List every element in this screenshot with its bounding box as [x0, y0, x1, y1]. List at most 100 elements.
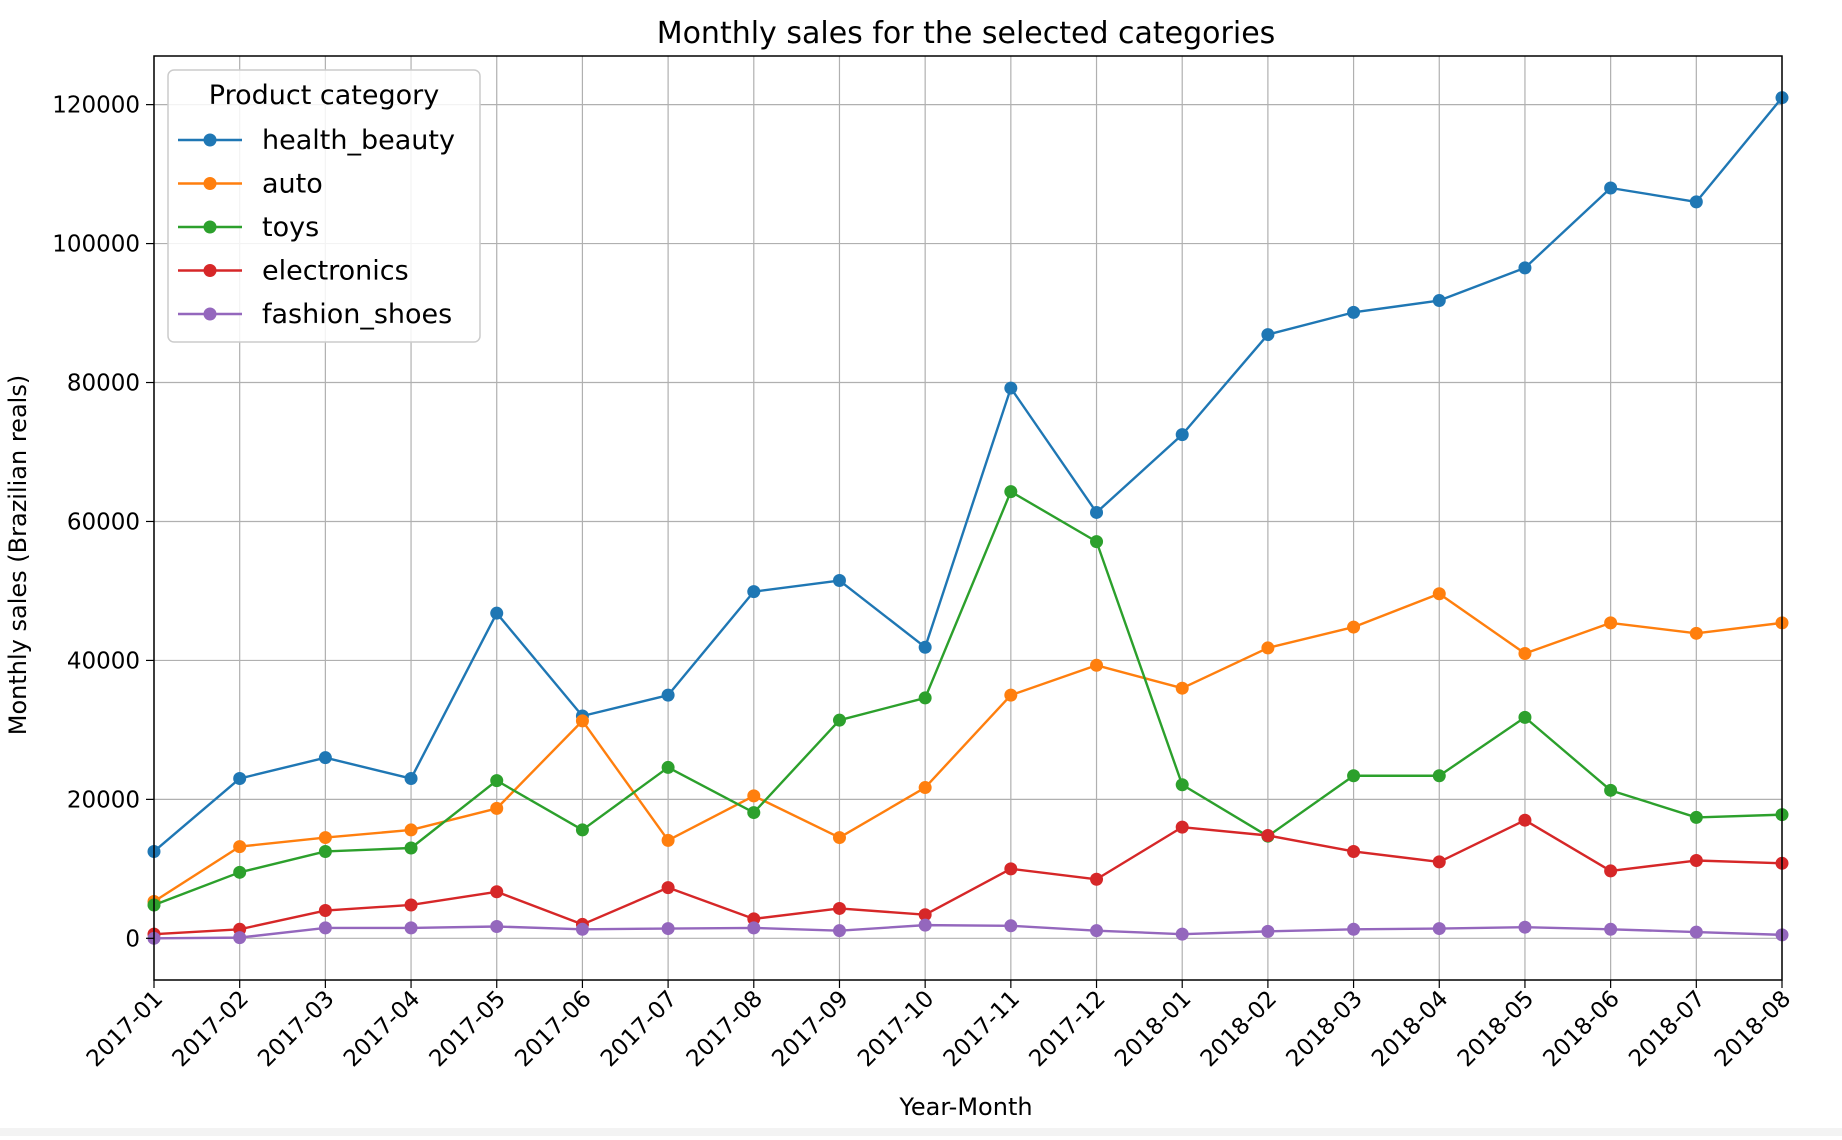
series-layer — [147, 91, 1789, 945]
x-tick-label: 2018-05 — [1453, 986, 1539, 1072]
data-point-toys — [1604, 783, 1618, 797]
series-fashion_shoes — [147, 918, 1789, 945]
series-toys — [147, 485, 1789, 912]
x-tick-label: 2017-03 — [253, 986, 339, 1072]
data-point-toys — [233, 865, 247, 879]
data-point-auto — [1347, 620, 1361, 634]
data-point-electronics — [661, 881, 675, 895]
data-point-auto — [661, 833, 675, 847]
data-point-fashion_shoes — [318, 921, 332, 935]
x-tick-label: 2017-08 — [682, 986, 768, 1072]
data-point-toys — [832, 713, 846, 727]
data-point-fashion_shoes — [1004, 919, 1018, 933]
data-point-health_beauty — [1518, 261, 1532, 275]
data-point-electronics — [1090, 872, 1104, 886]
data-point-electronics — [318, 904, 332, 918]
x-tick-label: 2017-05 — [425, 986, 511, 1072]
data-point-auto — [1261, 641, 1275, 655]
data-point-auto — [490, 801, 504, 815]
data-point-fashion_shoes — [1689, 925, 1703, 939]
x-tick-label: 2018-08 — [1710, 986, 1796, 1072]
x-tick-label: 2018-01 — [1110, 986, 1196, 1072]
y-tick-label: 60000 — [67, 509, 140, 535]
y-axis-label: Monthly sales (Brazilian reals) — [4, 375, 32, 735]
data-point-health_beauty — [1604, 181, 1618, 195]
data-point-toys — [490, 774, 504, 788]
series-line-auto — [153, 592, 1783, 903]
data-point-fashion_shoes — [233, 931, 247, 945]
data-point-auto — [318, 831, 332, 845]
x-tick-label: 2018-02 — [1196, 986, 1282, 1072]
data-point-auto — [918, 781, 932, 795]
data-point-fashion_shoes — [404, 921, 418, 935]
data-point-fashion_shoes — [747, 921, 761, 935]
data-point-fashion_shoes — [575, 922, 589, 936]
data-point-electronics — [1175, 820, 1189, 834]
data-point-fashion_shoes — [1432, 922, 1446, 936]
data-point-health_beauty — [1090, 505, 1104, 519]
x-tick-label: 2018-06 — [1539, 986, 1625, 1072]
x-tick-label: 2017-07 — [596, 986, 682, 1072]
data-point-health_beauty — [1347, 305, 1361, 319]
legend-marker-fashion_shoes — [203, 307, 217, 321]
data-point-electronics — [404, 898, 418, 912]
plot-frame — [153, 55, 1783, 981]
data-point-electronics — [832, 901, 846, 915]
x-tick-label: 2017-10 — [853, 986, 939, 1072]
data-point-health_beauty — [490, 606, 504, 620]
data-point-health_beauty — [747, 585, 761, 599]
data-point-health_beauty — [832, 574, 846, 588]
data-point-fashion_shoes — [1090, 924, 1104, 938]
data-point-electronics — [1004, 862, 1018, 876]
data-point-electronics — [1689, 854, 1703, 868]
legend-label-toys: toys — [262, 212, 319, 243]
legend-marker-auto — [203, 177, 217, 190]
legend-label-auto: auto — [262, 169, 323, 200]
data-point-electronics — [1347, 844, 1361, 858]
data-point-fashion_shoes — [1604, 922, 1618, 936]
x-tick-label: 2018-03 — [1281, 986, 1367, 1072]
data-point-auto — [1518, 646, 1532, 660]
data-point-electronics — [1518, 813, 1532, 827]
data-point-auto — [575, 714, 589, 728]
x-tick-label: 2018-04 — [1367, 986, 1453, 1072]
data-point-health_beauty — [661, 688, 675, 702]
data-point-health_beauty — [1261, 328, 1275, 342]
data-point-health_beauty — [1432, 294, 1446, 308]
data-point-fashion_shoes — [1175, 927, 1189, 941]
data-point-health_beauty — [1004, 381, 1018, 395]
x-tick-label: 2018-07 — [1624, 986, 1710, 1072]
data-point-fashion_shoes — [1518, 920, 1532, 934]
data-point-toys — [918, 691, 932, 705]
data-point-electronics — [918, 908, 932, 922]
data-point-auto — [1004, 688, 1018, 702]
series-electronics — [147, 813, 1789, 941]
data-point-fashion_shoes — [661, 922, 675, 936]
y-tick-label: 80000 — [67, 371, 140, 397]
data-point-toys — [575, 823, 589, 837]
grid-lines — [153, 56, 1783, 980]
data-point-fashion_shoes — [832, 924, 846, 938]
data-point-toys — [1689, 810, 1703, 824]
legend-marker-health_beauty — [203, 133, 217, 147]
data-point-fashion_shoes — [918, 918, 932, 932]
x-tick-label: 2017-06 — [510, 986, 596, 1072]
data-point-auto — [1432, 587, 1446, 601]
data-point-electronics — [490, 885, 504, 899]
data-point-auto — [404, 823, 418, 837]
data-point-electronics — [1261, 828, 1275, 842]
x-tick-label: 2017-01 — [82, 986, 168, 1072]
data-point-toys — [1175, 778, 1189, 792]
data-point-electronics — [747, 912, 761, 926]
data-point-health_beauty — [1689, 195, 1703, 209]
y-tick-label: 20000 — [67, 787, 140, 813]
series-line-electronics — [153, 819, 1783, 936]
x-tick-label: 2017-09 — [767, 986, 853, 1072]
data-point-health_beauty — [233, 772, 247, 786]
data-point-fashion_shoes — [490, 920, 504, 934]
legend-box — [167, 69, 481, 343]
data-point-auto — [233, 840, 247, 854]
x-tick-label: 2017-12 — [1024, 986, 1110, 1072]
